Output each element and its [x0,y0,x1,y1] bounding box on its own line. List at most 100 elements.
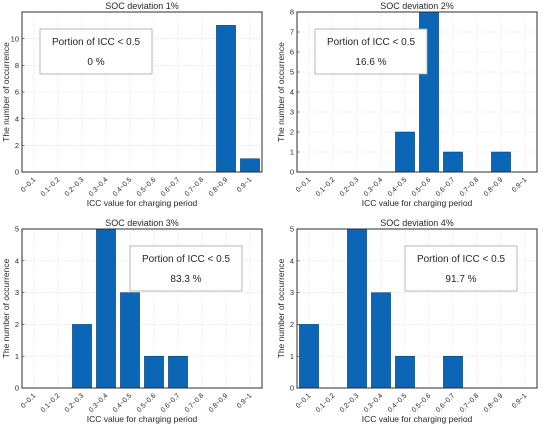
y-tick-label: 3 [290,288,294,297]
annotation-label: Portion of ICC < 0.5 [327,37,416,48]
x-tick-label: 0~0.1 [295,392,313,410]
bar-0.4~0.5 [395,355,415,389]
y-tick-label: 5 [290,225,294,234]
y-tick-label: 3 [290,108,294,117]
y-tick-label: 0 [290,168,294,177]
x-axis-label: ICC value for charging period [362,198,473,208]
y-tick-label: 1 [15,352,19,361]
annotation-frame [314,28,428,75]
x-axis-label: ICC value for charging period [362,414,473,424]
x-tick-label: 0.4~0.5 [387,392,409,414]
x-tick-label: 0.8~0.9 [208,176,230,198]
x-tick-label: 0.1~0.2 [315,176,337,198]
y-axis-label: The number of occurrence [276,258,286,358]
annotation-value: 83.3 % [170,274,201,285]
x-tick-label: 0.7~0.8 [459,176,481,198]
x-tick-label: 0.3~0.4 [363,176,385,198]
x-tick-label: 0.5~0.6 [136,392,158,414]
bar-0.5~0.6 [144,355,164,389]
x-tick-label: 0.1~0.2 [40,176,62,198]
y-tick-label: 4 [290,256,294,265]
x-tick-label: 0.3~0.4 [88,176,110,198]
x-tick-label: 0.7~0.8 [459,392,481,414]
annotation-value: 0 % [87,57,104,68]
y-tick-label: 8 [290,8,294,17]
x-tick-label: 0.7~0.8 [184,176,206,198]
x-tick-label: 0.5~0.6 [411,176,433,198]
x-tick-label: 0.9~1 [236,176,254,194]
x-tick-label: 0~0.1 [20,392,38,410]
x-tick-label: 0.9~1 [511,176,529,194]
bar-0.4~0.5 [395,131,415,173]
y-axis-label: The number of occurrence [1,258,11,358]
bar-0.9~1 [240,158,260,173]
x-tick-label: 0.3~0.4 [363,392,385,414]
x-tick-label: 0.6~0.7 [435,176,457,198]
x-tick-label: 0.9~1 [236,392,254,410]
x-tick-label: 0.5~0.6 [136,176,158,198]
x-axis-label: ICC value for charging period [87,198,198,208]
annotation-label: Portion of ICC < 0.5 [52,37,141,48]
annotation-frame [404,245,518,292]
chart-title: SOC deviation 3% [105,218,179,228]
y-axis-label: The number of occurrence [276,42,286,142]
y-tick-label: 4 [15,114,19,123]
plot-border [21,228,263,389]
y-tick-label: 0 [290,384,294,393]
x-tick-label: 0.2~0.3 [339,176,361,198]
x-axis-label: ICC value for charging period [87,414,198,424]
x-tick-label: 0.4~0.5 [112,392,134,414]
x-tick-label: 0.4~0.5 [112,176,134,198]
x-tick-label: 0.3~0.4 [88,392,110,414]
x-tick-label: 0~0.1 [20,176,38,194]
x-tick-label: 0.8~0.9 [483,176,505,198]
x-tick-label: 0.1~0.2 [315,392,337,414]
x-tick-label: 0.7~0.8 [184,392,206,414]
annotation-value: 91.7 % [445,274,476,285]
x-tick-label: 0.8~0.9 [483,392,505,414]
y-tick-label: 5 [290,68,294,77]
bar-0.8~0.9 [216,25,236,173]
y-tick-label: 2 [290,320,294,329]
annotation-label: Portion of ICC < 0.5 [417,254,506,265]
annotation-box: Portion of ICC < 0.5 91.7 % [404,245,518,292]
annotation-frame [39,28,153,75]
y-tick-label: 8 [15,61,19,70]
annotation-label: Portion of ICC < 0.5 [142,254,231,265]
bar-0.4~0.5 [120,292,140,389]
plot-border [296,228,538,389]
y-tick-label: 4 [15,256,19,265]
chart-title: SOC deviation 2% [380,1,454,11]
annotation-value: 16.6 % [355,57,386,68]
y-tick-label: 1 [290,352,294,361]
bar-0.6~0.7 [443,151,463,173]
annotation-box: Portion of ICC < 0.5 83.3 % [129,245,243,292]
y-axis-label: The number of occurrence [1,42,11,142]
annotation-frame [129,245,243,292]
y-tick-label: 0 [15,168,19,177]
x-tick-label: 0.8~0.9 [208,392,230,414]
x-tick-label: 0~0.1 [295,176,313,194]
y-tick-label: 2 [15,141,19,150]
y-tick-label: 3 [15,288,19,297]
chart-panel-1: 0 2 4 6 8 10 0~0.1 0.1~0.2 0.2~0.3 0.3~0.4 0.4~0.5… [1,1,263,208]
bar-0.6~0.7 [168,355,188,389]
chart-panel-2: 0 1 2 3 4 5 6 7 8 0~0.1 0.1~0.2 0.2~0.3 0.3~0.4 0.4~0… [276,1,538,208]
bar-0.2~0.3 [347,228,367,389]
y-tick-label: 2 [15,320,19,329]
chart-title: SOC deviation 1% [105,1,179,11]
annotation-box: Portion of ICC < 0.5 0 % [39,28,153,75]
x-tick-label: 0.2~0.3 [64,392,86,414]
y-tick-label: 4 [290,88,294,97]
x-tick-label: 0.6~0.7 [435,392,457,414]
x-tick-label: 0.5~0.6 [411,392,433,414]
bar-0.2~0.3 [72,324,92,389]
y-tick-label: 0 [15,384,19,393]
x-tick-label: 0.2~0.3 [339,392,361,414]
bar-0.3~0.4 [96,228,116,389]
bar-0.8~0.9 [491,151,511,173]
bar-0.3~0.4 [371,292,391,389]
